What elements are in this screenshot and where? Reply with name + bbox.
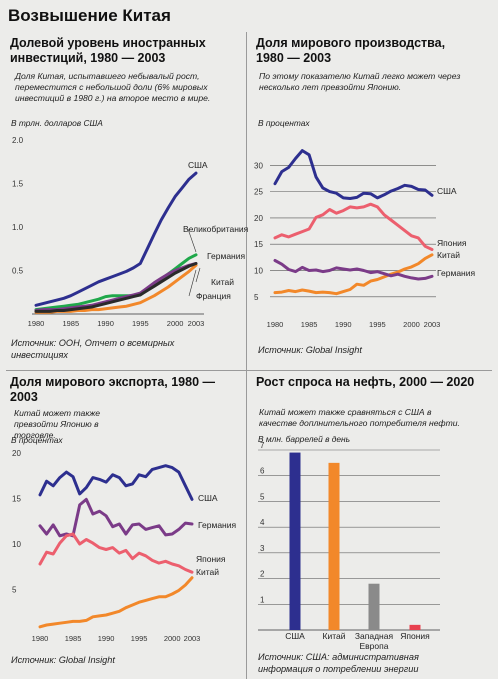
exports-series-line bbox=[38, 576, 194, 629]
exports-series-label: Китай bbox=[196, 567, 219, 577]
production-y-tick-label: 30 bbox=[254, 161, 263, 170]
fdi-x-tick-label: 2003 bbox=[188, 319, 205, 328]
fdi-label-leader bbox=[188, 269, 197, 297]
panel-fdi-note: Доля Китая, испытавшего небывалый рост, … bbox=[15, 71, 211, 103]
oil-y-tick-label: 6 bbox=[260, 467, 265, 476]
horizontal-divider bbox=[6, 370, 492, 371]
production-y-tick-label: 15 bbox=[254, 240, 263, 249]
exports-series-line bbox=[38, 497, 194, 538]
oil-category-label: Китай bbox=[323, 631, 346, 641]
exports-series-label: США bbox=[198, 493, 218, 503]
production-x-tick-label: 1990 bbox=[335, 320, 352, 329]
fdi-x-tick-label: 1980 bbox=[28, 319, 45, 328]
exports-y-tick-label: 20 bbox=[12, 449, 21, 458]
panel-fdi-unit: В трлн. долларов США bbox=[11, 118, 103, 128]
exports-series-label: Япония bbox=[196, 554, 226, 564]
exports-x-tick-label: 1990 bbox=[98, 634, 115, 643]
production-series-line bbox=[273, 149, 434, 200]
panel-oil-unit: В млн. баррелей в день bbox=[258, 434, 351, 444]
oil-category-label: Западная bbox=[355, 631, 394, 641]
production-x-tick-label: 2000 bbox=[403, 320, 420, 329]
fdi-y-tick-label: 2.0 bbox=[12, 136, 24, 145]
fdi-y-tick-label: 0.5 bbox=[12, 267, 24, 276]
exports-y-tick-label: 15 bbox=[12, 495, 21, 504]
oil-y-tick-label: 2 bbox=[260, 570, 265, 579]
exports-series-label: Германия bbox=[198, 520, 237, 530]
fdi-series-label: Великобритания bbox=[183, 224, 249, 234]
production-series-label: США bbox=[437, 186, 457, 196]
fdi-x-tick-label: 2000 bbox=[167, 319, 184, 328]
fdi-series-line bbox=[34, 262, 198, 313]
exports-series-line bbox=[38, 464, 194, 501]
oil-y-tick-label: 1 bbox=[260, 595, 265, 604]
oil-category-label: Япония bbox=[400, 631, 430, 641]
oil-bar bbox=[368, 583, 380, 630]
exports-x-tick-label: 2003 bbox=[184, 634, 201, 643]
oil-bar bbox=[289, 452, 301, 630]
production-y-tick-label: 5 bbox=[254, 293, 259, 302]
oil-y-tick-label: 7 bbox=[260, 441, 265, 450]
fdi-series-label: США bbox=[188, 160, 208, 170]
panel-production-unit: В процентах bbox=[258, 118, 310, 128]
production-x-tick-label: 1985 bbox=[301, 320, 318, 329]
panel-exports-unit: В процентах bbox=[11, 435, 63, 445]
fdi-series-label: Китай bbox=[211, 277, 234, 287]
oil-category-label: США bbox=[285, 631, 305, 641]
panel-exports-note: Китай может также превзойти Японию в тор… bbox=[14, 408, 101, 440]
production-series-line bbox=[273, 202, 434, 251]
production-series-line bbox=[273, 259, 434, 281]
exports-series-line bbox=[38, 532, 194, 574]
panel-oil-note: Китай может также сравняться с США в кач… bbox=[259, 407, 460, 428]
production-series-label: Китай bbox=[437, 250, 460, 260]
panel-production-title: Доля мирового производства, 1980 — 2003 bbox=[256, 36, 446, 65]
panel-fdi-title: Долевой уровень иностранных инвестиций, … bbox=[10, 36, 206, 65]
panel-exports-source: Источник: Global Insight bbox=[11, 655, 115, 665]
panel-production-source: Источник: Global Insight bbox=[258, 345, 362, 355]
oil-y-tick-label: 4 bbox=[260, 518, 265, 527]
fdi-series-label: Германия bbox=[207, 251, 246, 261]
production-y-tick-label: 10 bbox=[254, 267, 263, 276]
exports-y-tick-label: 10 bbox=[12, 540, 21, 549]
fdi-label-leader bbox=[195, 267, 201, 283]
oil-y-tick-label: 5 bbox=[260, 492, 265, 501]
exports-x-tick-label: 1980 bbox=[32, 634, 49, 643]
fdi-series-line bbox=[34, 262, 198, 312]
exports-x-tick-label: 1985 bbox=[65, 634, 82, 643]
panel-production-note: По этому показателю Китай легко может че… bbox=[259, 71, 461, 92]
fdi-label-leader bbox=[187, 228, 197, 253]
exports-x-tick-label: 1995 bbox=[131, 634, 148, 643]
fdi-y-tick-label: 1.5 bbox=[12, 180, 24, 189]
oil-bar bbox=[409, 624, 421, 630]
production-series-label: Япония bbox=[437, 238, 467, 248]
panel-oil-title: Рост спроса на нефть, 2000 — 2020 bbox=[256, 375, 475, 389]
oil-bar bbox=[328, 462, 340, 630]
vertical-divider bbox=[246, 32, 247, 679]
fdi-y-tick-label: 1.0 bbox=[12, 223, 24, 232]
fdi-x-tick-label: 1990 bbox=[97, 319, 114, 328]
exports-y-tick-label: 5 bbox=[12, 586, 17, 595]
fdi-series-line bbox=[34, 171, 198, 307]
production-series-label: Германия bbox=[437, 268, 476, 278]
oil-y-tick-label: 3 bbox=[260, 544, 265, 553]
fdi-x-tick-label: 1995 bbox=[132, 319, 149, 328]
production-series-line bbox=[273, 253, 434, 296]
production-y-tick-label: 20 bbox=[254, 214, 263, 223]
production-x-tick-label: 1980 bbox=[267, 320, 284, 329]
fdi-series-label: Франция bbox=[196, 291, 231, 301]
production-x-tick-label: 1995 bbox=[369, 320, 386, 329]
exports-x-tick-label: 2000 bbox=[164, 634, 181, 643]
panel-fdi-source: Источник: ООН, Отчет о всемирных инвести… bbox=[11, 338, 175, 360]
panel-oil-source: Источник: США: административная информац… bbox=[258, 652, 419, 674]
page-title: Возвышение Китая bbox=[8, 6, 171, 25]
panel-exports-title: Доля мирового экспорта, 1980 — 2003 bbox=[10, 375, 215, 404]
production-y-tick-label: 25 bbox=[254, 188, 263, 197]
fdi-x-tick-label: 1985 bbox=[62, 319, 79, 328]
oil-category-label: Европа bbox=[360, 641, 389, 651]
production-x-tick-label: 2003 bbox=[424, 320, 441, 329]
